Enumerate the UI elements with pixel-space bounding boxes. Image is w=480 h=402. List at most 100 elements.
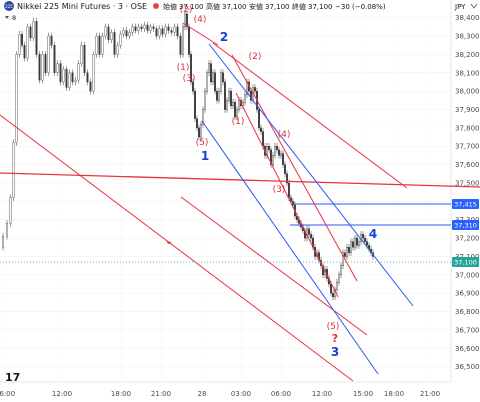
y-tick-label: 36,500 [455,363,480,371]
candle-body [191,81,194,92]
candle-body [50,35,53,46]
candle-body [77,63,80,81]
candle-body [185,13,188,28]
red-trendline-lower-mid[interactable] [180,196,368,336]
candle-body [140,26,143,29]
candle-body [41,54,44,81]
y-tick-label: 37,100 [455,253,480,261]
red-trendline-lower-left[interactable] [0,114,354,382]
candle-body [59,63,62,83]
red-trendlines[interactable] [0,22,480,382]
chevron-down-icon[interactable] [5,16,9,19]
y-tick-label: 37,900 [455,106,480,114]
candle-body [71,72,74,83]
candle-body [21,34,24,46]
candle-body [338,274,341,283]
candle-body [284,164,287,174]
candle-body [74,79,77,83]
candle-body [229,90,232,107]
x-axis-ticks: 06:00 12:00 18:00 21:00 28 03:00 06:00 12:00 15:… [0,390,440,398]
x-tick-label: 21:00 [151,390,171,398]
candle-body [237,100,240,110]
candle-body [158,28,161,37]
y-tick-label: 38,400 [455,14,480,22]
candle-body [207,63,210,73]
red-trendline-horizontal[interactable] [0,172,480,188]
candle-body [56,63,59,73]
tradingview-logo[interactable]: 17 [5,371,20,384]
candle-body [209,63,212,83]
x-tick-label: 18:00 [111,390,131,398]
candle-body [308,228,311,235]
candle-body [146,24,149,31]
red-trendline-top[interactable] [182,22,219,46]
quote-open: 37,100 [179,3,204,11]
candle-body [113,32,116,55]
candle-body [128,32,131,37]
red-channel-right[interactable] [231,54,358,282]
candle-body [354,237,357,248]
candle-body [89,81,92,92]
candle-body [278,149,281,156]
x-tick-label: 06:00 [0,390,15,398]
candle-body [116,45,119,55]
candle-body [44,54,47,73]
y-tick-label: 37,700 [455,143,480,151]
candle-body [2,236,5,248]
chart-header: 225 Nikkei 225 Mini Futures · 3 · OSE 始値… [4,1,478,22]
candle-body [270,149,273,165]
y-tick-label: 38,100 [455,69,480,77]
wave-labels: (2) (4) 2 (2) (1) (3) (5) 1 (1) (4) (3) … [177,5,378,359]
red-trendline-upper[interactable] [212,42,408,189]
candle-body [340,265,343,276]
quote-low: 37,100 [265,3,290,11]
y-tick-label: 38,300 [455,33,480,41]
price-tag-label: 37,415 [454,201,477,209]
candle-body [143,24,146,29]
candle-body [68,72,71,88]
quote-low-label: 安値 [249,2,263,11]
candle-body [260,127,263,132]
market-status-icon [153,3,159,9]
candle-body [176,26,179,37]
candle-body [199,124,202,138]
candle-body [268,146,271,151]
symbol-title[interactable]: Nikkei 225 Mini Futures · 3 · OSE [17,2,147,11]
blue-channel-lower[interactable] [201,120,379,375]
candle-body [119,34,122,46]
candle-body [23,45,26,59]
candle-body [181,26,184,55]
time-axis[interactable] [0,383,451,402]
candle-body [187,26,190,55]
red-channel-left[interactable] [235,92,339,298]
candle-body [286,173,289,184]
wave-label: (1) [177,63,190,73]
quote-close-label: 終値 [292,2,306,11]
candle-body [211,72,214,83]
y-tick-label: 37,200 [455,235,480,243]
candle-body [292,201,295,206]
y-tick-label: 37,800 [455,124,480,132]
candle-body [235,109,238,118]
candle-body [164,26,167,35]
candle-body [104,26,107,37]
candle-body [183,13,186,28]
candle-body [35,21,38,55]
candle-body [26,26,29,59]
indicator-count[interactable]: 8 [12,14,16,22]
wave-label: (5) [196,138,209,148]
candle-body [233,101,236,118]
x-tick-label: 28 [198,390,207,398]
wave-label: 4 [369,227,377,241]
quote-high-label: 高値 [206,2,220,11]
x-tick-label: 18:00 [384,390,404,398]
quote-change: −30 (−0.08%) [335,3,386,11]
wave-label: (4) [194,15,207,25]
wave-label: (4) [278,130,291,140]
wave-label: (2) [249,52,262,62]
currency-chevron-icon[interactable] [470,3,478,9]
candle-body [362,234,365,239]
candle-body [32,21,35,39]
candle-body [92,54,95,92]
